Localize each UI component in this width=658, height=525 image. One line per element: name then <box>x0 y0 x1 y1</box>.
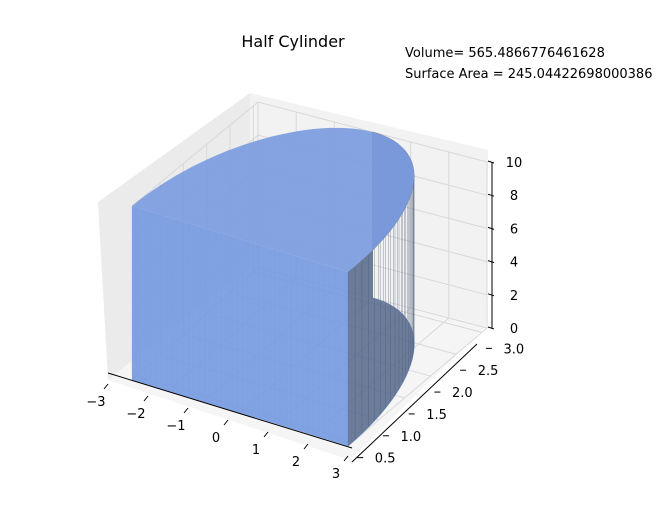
y-tick-label: 2.5 <box>478 364 499 379</box>
z-tick <box>487 260 495 264</box>
z-tick <box>487 226 495 230</box>
x-tick <box>183 407 189 414</box>
x-tick-label: −2 <box>126 407 145 422</box>
z-tick-labels: 0 2 4 6 8 10 <box>487 156 523 337</box>
x-tick <box>223 419 229 426</box>
y-tick-label: 3.0 <box>504 342 525 357</box>
z-tick <box>487 326 495 330</box>
z-tick-label: 0 <box>510 322 518 337</box>
z-tick-label: 8 <box>510 189 518 204</box>
top-face <box>132 127 415 273</box>
z-tick <box>487 193 495 197</box>
chart-title: Half Cylinder <box>241 32 345 51</box>
z-tick <box>487 160 495 164</box>
surface-area-annotation: Surface Area = 245.04422698000386 <box>405 67 652 82</box>
x-tick <box>303 443 309 450</box>
x-tick-label: −1 <box>166 419 185 434</box>
y-tick-label: 1.0 <box>401 430 422 445</box>
z-tick <box>487 293 495 297</box>
x-tick <box>343 455 349 462</box>
y-tick-label: 0.5 <box>375 452 396 467</box>
z-tick-label: 4 <box>510 256 518 271</box>
x-tick-label: 3 <box>332 467 340 482</box>
x-tick-labels: −3 −2 −1 0 1 2 3 <box>86 383 349 482</box>
y-axis-line <box>351 343 478 463</box>
y-tick-label: 2.0 <box>452 386 473 401</box>
x-tick-label: 2 <box>292 455 300 470</box>
z-tick-label: 6 <box>510 222 518 237</box>
z-gridline <box>131 101 488 207</box>
x-tick-label: 0 <box>212 431 220 446</box>
half-cylinder-surface <box>131 127 415 447</box>
z-tick-label: 10 <box>506 156 523 171</box>
x-tick <box>143 395 149 402</box>
y-tick-label: 1.5 <box>426 408 447 423</box>
x-tick <box>263 431 269 438</box>
axes <box>107 162 493 463</box>
x-tick <box>103 383 109 390</box>
bottom-edge <box>347 297 415 447</box>
x-tick-label: −3 <box>86 395 105 410</box>
x-tick-label: 1 <box>252 443 260 458</box>
volume-annotation: Volume= 565.4866776461628 <box>405 46 605 61</box>
x-axis-line <box>107 372 353 449</box>
y-tick-labels: 0.5 1.0 1.5 2.0 2.5 3.0 <box>357 342 525 467</box>
z-tick-label: 2 <box>510 289 518 304</box>
